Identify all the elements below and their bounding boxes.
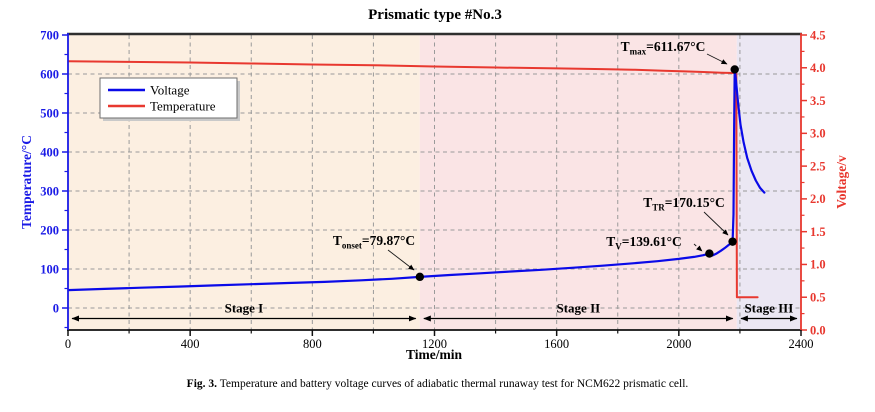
right-tick-label: 4.0 xyxy=(810,61,826,75)
stage-3-label: Stage III xyxy=(745,301,794,316)
left-tick-label: 100 xyxy=(40,262,59,276)
figure-caption: Fig. 3. Temperature and battery voltage … xyxy=(0,378,875,390)
annotation-label-T_max: Tmax=611.67°C xyxy=(621,39,706,57)
right-tick-label: 4.5 xyxy=(810,28,826,42)
left-tick-label: 200 xyxy=(40,223,59,237)
annotation-dot-T_V xyxy=(705,249,714,258)
right-tick-label: 1.5 xyxy=(810,225,826,239)
caption-text: Temperature and battery voltage curves o… xyxy=(219,378,689,390)
bottom-tick-label: 2000 xyxy=(666,337,691,351)
left-tick-label: 300 xyxy=(40,184,59,198)
caption-label: Fig. 3. xyxy=(186,378,218,390)
annotation-dot-T_onset xyxy=(415,272,425,282)
annotation-label-T_TR: TTR=170.15°C xyxy=(643,195,725,213)
left-tick-label: 500 xyxy=(40,106,59,120)
bottom-tick-label: 1600 xyxy=(544,337,569,351)
left-tick-label: 0 xyxy=(53,301,59,315)
left-tick-label: 700 xyxy=(40,28,59,42)
right-tick-label: 3.5 xyxy=(810,94,826,108)
annotation-arrow-T_TR xyxy=(703,211,729,236)
stage-2-label: Stage II xyxy=(556,301,600,316)
annotation-arrow-T_max xyxy=(706,53,728,65)
left-axis-title: Temperature/°C xyxy=(19,135,34,229)
left-tick-label: 600 xyxy=(40,67,59,81)
legend-label-1: Voltage xyxy=(150,83,190,98)
annotation-label-T_V: TV=139.61°C xyxy=(606,234,681,252)
right-tick-label: 3.0 xyxy=(810,127,826,141)
bottom-tick-label: 1200 xyxy=(422,337,447,351)
blue-curve-temperature xyxy=(68,68,766,292)
right-tick-label: 0.0 xyxy=(810,323,826,337)
left-tick-label: 400 xyxy=(40,145,59,159)
point-annotations: Tonset=79.87°C TV=139.61°C TTR=170.15°C Tma… xyxy=(333,39,739,282)
right-axis-title: Voltage/v xyxy=(834,155,849,209)
bottom-tick-label: 0 xyxy=(65,337,71,351)
annotation-label-T_onset: Tonset=79.87°C xyxy=(333,233,415,251)
bottom-tick-label: 2400 xyxy=(789,337,814,351)
annotation-dot-T_TR xyxy=(728,237,737,246)
legend-label-2: Temperature xyxy=(150,99,216,114)
chart-title: Prismatic type #No.3 xyxy=(368,7,502,23)
legend-frame xyxy=(99,77,238,119)
annotation-arrow-T_onset xyxy=(387,249,415,271)
x-axis-title: Time/min xyxy=(406,347,462,362)
annotation-dot-T_max xyxy=(730,65,739,74)
axes-and-ticks: 0 100 200 300 400 500 600 700 0.0 0.5 1.0 1.5 2.0 2.5… xyxy=(40,28,825,351)
right-tick-label: 2.5 xyxy=(810,159,826,173)
right-tick-label: 0.5 xyxy=(810,291,826,305)
right-tick-label: 1.0 xyxy=(810,258,826,272)
stage-1-label: Stage I xyxy=(225,301,264,316)
stage-3-background xyxy=(736,34,801,330)
annotation-arrow-T_V xyxy=(693,243,703,252)
stage-labels-and-arrows: Stage I Stage II Stage III xyxy=(71,301,798,322)
right-tick-label: 2.0 xyxy=(810,192,826,206)
bottom-tick-label: 400 xyxy=(181,337,200,351)
bottom-tick-label: 800 xyxy=(303,337,322,351)
stage-background-regions xyxy=(68,34,801,330)
stage-2-background xyxy=(419,34,737,330)
